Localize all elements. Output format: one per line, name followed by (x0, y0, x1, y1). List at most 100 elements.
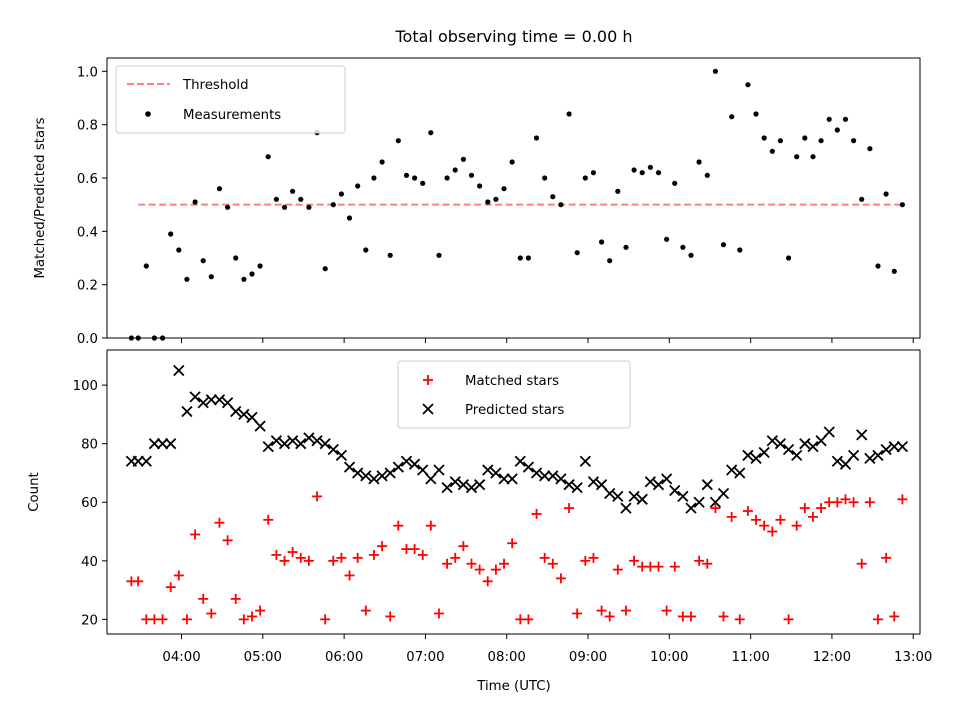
matched-star-point (393, 520, 404, 531)
matched-star-point (238, 614, 249, 625)
bottom-legend-box (397, 360, 631, 429)
measurement-point (355, 183, 361, 189)
predicted-star-point (441, 481, 453, 494)
predicted-star-point (295, 438, 307, 450)
predicted-star-point (376, 470, 388, 482)
measurement-point (452, 167, 458, 173)
measurement-point (460, 156, 466, 162)
matched-star-point (840, 494, 851, 505)
measurement-point (485, 199, 491, 205)
matched-legend-marker (423, 375, 433, 385)
measurement-point (184, 276, 190, 282)
matched-star-point (490, 564, 501, 575)
matched-star-point (352, 552, 363, 563)
measurement-point (867, 146, 873, 152)
matched-star-point (775, 514, 786, 525)
matched-star-point (604, 611, 615, 622)
matched-star-point (368, 549, 379, 560)
predicted-star-point (652, 479, 665, 491)
matched-star-point (466, 558, 477, 569)
matched-star-point (165, 582, 176, 593)
predicted-star-point (628, 490, 640, 503)
predicted-star-point (343, 461, 356, 473)
predicted-star-point (148, 438, 161, 450)
predicted-star-point (490, 467, 502, 479)
x-tick-label: 12:00 (813, 650, 851, 665)
measurement-point (216, 186, 223, 192)
x-tick-label: 05:00 (244, 650, 282, 665)
bottom-axes-frame (106, 349, 921, 635)
predicted-star-point (612, 490, 624, 503)
predicted-star-point (417, 464, 429, 476)
matched-star-point (572, 608, 583, 619)
matched-star-point (726, 511, 737, 522)
predicted-star-point (498, 473, 510, 485)
bottom-x-ticks: 04:00 05:00 06:00 07:00 08:00 09:00 10:00 11:00… (162, 634, 932, 665)
predicted-star-point (530, 467, 543, 479)
matched-star-point (328, 555, 339, 566)
measurement-point (241, 276, 247, 282)
predicted-star-point (595, 479, 608, 491)
matched-legend-label: Matched stars (465, 374, 559, 389)
measurements-legend-label: Measurements (183, 108, 281, 123)
top-axes: Total observing time = 0.00 h 0.00.20.40… (33, 27, 921, 347)
matched-star-point (181, 614, 192, 625)
top-y-tick-label: 1.0 (77, 65, 98, 80)
measurement-point (623, 244, 629, 250)
measurement-point (834, 127, 840, 133)
matched-star-point (173, 570, 184, 581)
predicted-star-point (140, 455, 152, 467)
matched-star-point (303, 555, 314, 566)
predicted-star-point (758, 446, 770, 459)
bottom-y-tick-label: 40 (81, 555, 98, 570)
measurement-point (501, 186, 507, 192)
top-y-tick-label: 0.0 (77, 332, 98, 347)
measurement-point (875, 263, 881, 269)
matched-star-point (499, 558, 510, 569)
matched-star-point (360, 605, 371, 616)
measurement-point (558, 202, 564, 208)
measurement-point (745, 82, 751, 88)
measurement-point (615, 188, 621, 194)
predicted-star-point (693, 496, 705, 508)
predicted-star-point (465, 481, 478, 494)
matched-star-point (702, 558, 713, 569)
predicted-star-point (449, 476, 461, 488)
measurement-point (281, 204, 288, 210)
measurement-point (412, 175, 418, 181)
matched-star-point (653, 561, 664, 572)
measurement-point (769, 148, 775, 154)
matched-star-point (759, 520, 770, 531)
measurement-point (712, 68, 719, 74)
predicted-star-point (173, 364, 185, 377)
x-tick-label: 09:00 (569, 650, 607, 665)
measurement-point (428, 130, 434, 136)
predicted-star-point (514, 455, 526, 467)
measurement-point (533, 135, 540, 141)
matched-star-point (612, 564, 623, 575)
matched-star-point (255, 605, 266, 616)
matched-star-point (295, 552, 306, 563)
top-y-ticks: 0.0 0.2 0.4 0.6 0.8 1.0 (77, 65, 107, 347)
measurement-point (607, 258, 613, 264)
predicted-star-point (246, 411, 258, 423)
measurement-point (599, 239, 605, 245)
measurement-point (672, 180, 678, 186)
bottom-y-tick-label: 20 (81, 613, 98, 628)
predicted-star-point (335, 449, 348, 462)
predicted-star-point (319, 438, 331, 450)
measurement-point (265, 154, 271, 160)
predicted-star-point (823, 426, 835, 438)
matched-star-point (287, 547, 298, 558)
predicted-star-point (392, 461, 404, 473)
measurement-point (346, 215, 353, 221)
matched-star-point (230, 593, 241, 604)
matched-star-point (474, 564, 485, 575)
measurement-point (883, 191, 889, 197)
predicted-star-point (579, 455, 591, 467)
predicted-star-point (701, 479, 713, 491)
matched-star-point (848, 497, 859, 508)
predicted-star-point (213, 394, 226, 406)
predicted-star-point (644, 476, 656, 488)
matched-star-point (742, 506, 753, 517)
